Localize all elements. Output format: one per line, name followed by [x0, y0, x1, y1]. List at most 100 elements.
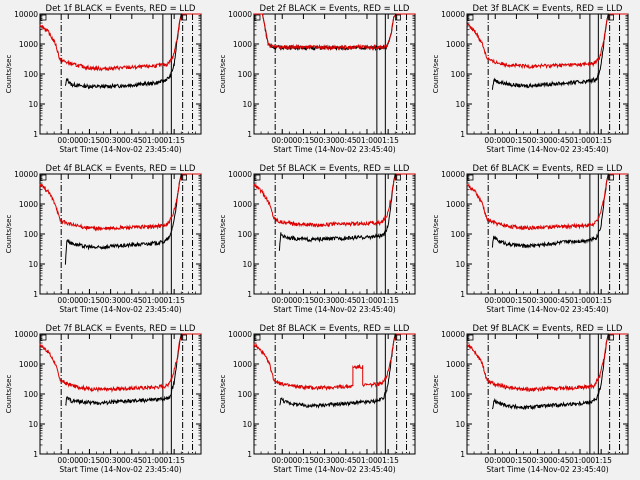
y-tick-label: 1	[247, 130, 252, 139]
square-marker-left	[467, 14, 474, 21]
chart-title: Det 8f BLACK = Events, RED = LLD	[260, 324, 410, 334]
plot-frame	[39, 333, 202, 455]
y-tick-label: 10000	[14, 330, 38, 339]
x-tick-label: 01:00	[142, 456, 164, 465]
x-tick-label: 00:45	[548, 296, 570, 305]
square-marker-left	[467, 174, 474, 181]
square-marker-left	[254, 334, 261, 341]
events-series-line	[491, 13, 609, 90]
chart-panel-7: Det 7f BLACK = Events, RED = LLD 1 10 100 10…	[5, 324, 202, 474]
chart-panel-8: Det 8f BLACK = Events, RED = LLD 1 10 100 10…	[219, 324, 416, 474]
x-tick-label: 00:15	[293, 136, 315, 145]
x-tick-label: 00:30	[527, 456, 549, 465]
y-tick-label: 1	[33, 130, 38, 139]
x-tick-label: 00:30	[527, 136, 549, 145]
x-tick-label: 00:30	[100, 456, 122, 465]
plot-frame	[466, 13, 629, 135]
chart-title: Det 3f BLACK = Events, RED = LLD	[473, 4, 623, 14]
chart-title: Det 6f BLACK = Events, RED = LLD	[473, 164, 623, 174]
x-tick-label: 01:00	[569, 296, 591, 305]
y-tick-label: 1000	[19, 360, 38, 369]
y-tick-label: 10	[455, 420, 465, 429]
chart-panel-2: Det 2f BLACK = Events, RED = LLD 1 10 100 10…	[219, 4, 416, 154]
x-tick-label: 00:15	[506, 136, 528, 145]
chart-panel-3: Det 3f BLACK = Events, RED = LLD 1 10 100 10…	[432, 4, 629, 154]
y-tick-label: 10	[242, 260, 252, 269]
square-marker-left	[254, 14, 261, 21]
y-axis-label: Counts/sec	[432, 215, 440, 254]
x-axis-label: Start Time (14-Nov-02 23:45:40)	[59, 305, 181, 314]
y-tick-label: 10000	[14, 10, 38, 19]
x-tick-label: 00:15	[506, 456, 528, 465]
lld-series-line	[466, 13, 628, 70]
x-tick-label: 00:45	[548, 456, 570, 465]
square-marker-right	[608, 334, 614, 341]
x-axis-label: Start Time (14-Nov-02 23:45:40)	[273, 305, 395, 314]
square-marker-left	[254, 174, 261, 181]
x-tick-label: 00:30	[100, 296, 122, 305]
x-tick-label: 00:00	[271, 456, 293, 465]
y-tick-label: 10000	[441, 170, 465, 179]
x-tick-label: 00:00	[484, 296, 506, 305]
x-tick-label: 01:15	[590, 136, 612, 145]
y-tick-label: 1000	[19, 40, 38, 49]
x-tick-label: 00:45	[335, 296, 357, 305]
x-tick-label: 01:00	[356, 456, 378, 465]
square-marker-right	[395, 14, 401, 21]
plot-frame	[253, 173, 416, 295]
plot-frame	[39, 13, 202, 135]
square-marker-left	[467, 334, 474, 341]
x-tick-label: 01:00	[356, 136, 378, 145]
lld-series-line	[39, 13, 201, 72]
events-series-line	[64, 13, 182, 90]
x-tick-label: 00:15	[293, 296, 315, 305]
lld-series-line	[253, 333, 415, 391]
x-tick-label: 00:00	[271, 136, 293, 145]
chart-panel-6: Det 6f BLACK = Events, RED = LLD 1 10 100 10…	[432, 164, 629, 314]
chart-title: Det 2f BLACK = Events, RED = LLD	[260, 4, 410, 14]
x-tick-label: 01:15	[163, 456, 185, 465]
y-tick-label: 100	[238, 230, 253, 239]
x-axis-label: Start Time (14-Nov-02 23:45:40)	[486, 145, 608, 154]
x-tick-label: 00:45	[121, 296, 143, 305]
x-tick-label: 00:30	[314, 296, 336, 305]
x-tick-label: 01:00	[356, 296, 378, 305]
square-marker-right	[395, 334, 401, 341]
x-tick-label: 00:15	[293, 456, 315, 465]
x-tick-label: 00:15	[506, 296, 528, 305]
y-axis-label: Counts/sec	[432, 55, 440, 94]
x-tick-label: 00:30	[314, 136, 336, 145]
x-tick-label: 01:15	[590, 296, 612, 305]
chart-title: Det 4f BLACK = Events, RED = LLD	[46, 164, 196, 174]
plot-frame	[253, 13, 416, 135]
x-tick-label: 01:00	[569, 136, 591, 145]
x-tick-label: 01:00	[142, 136, 164, 145]
x-tick-label: 00:30	[100, 136, 122, 145]
x-tick-label: 00:45	[548, 136, 570, 145]
y-tick-label: 10000	[228, 330, 252, 339]
x-axis-label: Start Time (14-Nov-02 23:45:40)	[486, 465, 608, 474]
square-marker-right	[608, 14, 614, 21]
x-axis-label: Start Time (14-Nov-02 23:45:40)	[273, 465, 395, 474]
chart-title: Det 9f BLACK = Events, RED = LLD	[473, 324, 623, 334]
square-marker-right	[181, 334, 187, 341]
square-marker-right	[181, 174, 187, 181]
x-tick-label: 00:30	[314, 456, 336, 465]
chart-title: Det 7f BLACK = Events, RED = LLD	[46, 324, 196, 334]
y-axis-label: Counts/sec	[5, 55, 13, 94]
x-tick-label: 01:00	[142, 296, 164, 305]
y-tick-label: 1000	[233, 200, 252, 209]
y-tick-label: 100	[24, 230, 39, 239]
y-tick-label: 10000	[441, 10, 465, 19]
square-marker-right	[608, 174, 614, 181]
y-axis-label: Counts/sec	[5, 375, 13, 414]
x-axis-label: Start Time (14-Nov-02 23:45:40)	[273, 145, 395, 154]
chart-title: Det 1f BLACK = Events, RED = LLD	[46, 4, 196, 14]
y-tick-label: 1000	[446, 40, 465, 49]
y-tick-label: 10	[28, 100, 38, 109]
square-marker-left	[40, 174, 47, 181]
y-tick-label: 100	[451, 390, 466, 399]
y-tick-label: 1000	[233, 360, 252, 369]
y-tick-label: 10	[28, 260, 38, 269]
